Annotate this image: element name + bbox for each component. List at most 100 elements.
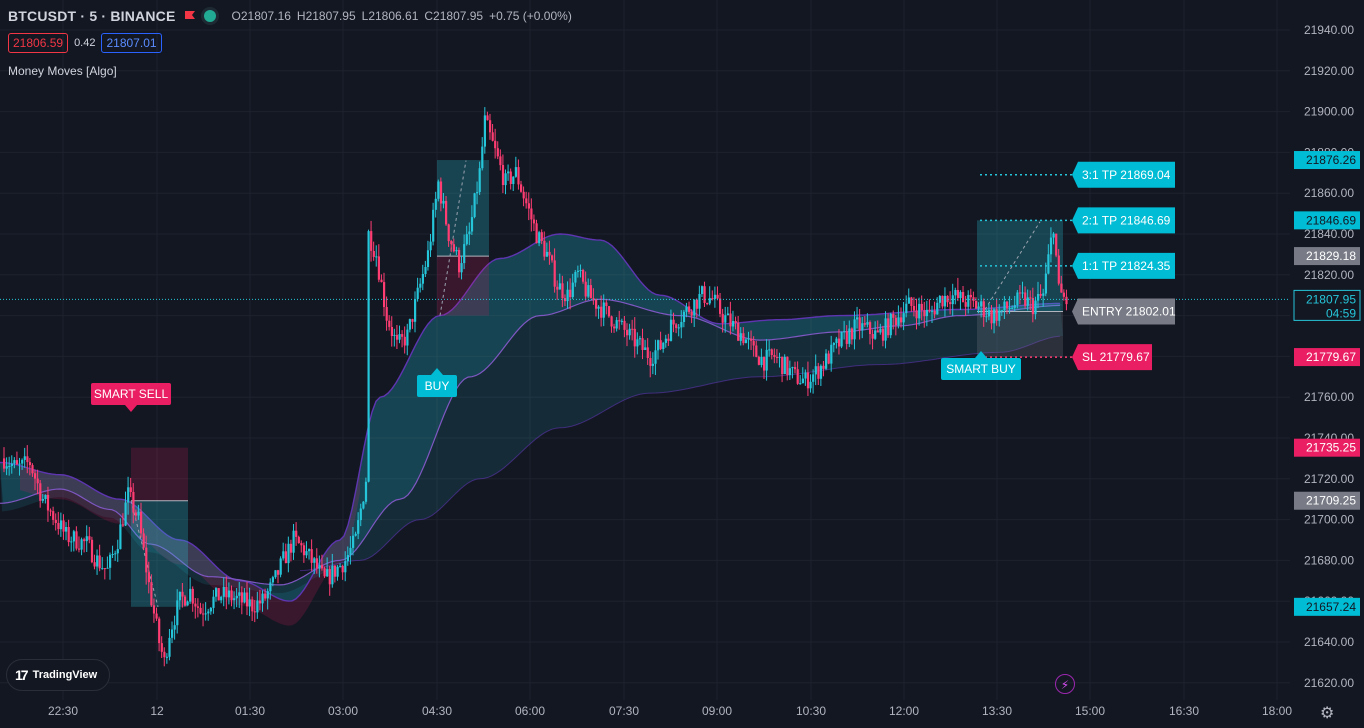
candle-body xyxy=(925,309,928,317)
candle-body xyxy=(465,234,468,245)
symbol-title[interactable]: BTCUSDT · 5 · BINANCE xyxy=(8,8,176,24)
buy-price-button[interactable]: 21807.01 xyxy=(101,33,162,53)
candle-body xyxy=(856,317,859,320)
candle-body xyxy=(119,524,122,550)
candle-body xyxy=(936,302,939,315)
candle-body xyxy=(618,320,621,322)
candle-body xyxy=(685,306,688,312)
candle-body xyxy=(129,487,132,492)
candle-body xyxy=(246,592,249,607)
candle-body xyxy=(10,463,13,466)
candle-body xyxy=(874,330,877,339)
candle-body xyxy=(721,313,724,323)
candle-body xyxy=(532,219,536,224)
candle-body xyxy=(411,319,414,322)
candle-body xyxy=(494,140,497,149)
candle-body xyxy=(910,297,913,306)
sl-label-bg xyxy=(1072,344,1152,371)
candle-body xyxy=(768,349,771,351)
candle-body xyxy=(220,596,223,601)
tp3-label[interactable]: 3:1 TP 21869.04 xyxy=(1072,161,1175,188)
candle-body xyxy=(556,286,559,290)
candle-body xyxy=(1052,233,1055,238)
candle-body xyxy=(579,270,582,271)
smart-sell-signal[interactable]: SMART SELL xyxy=(91,383,171,412)
y-axis-tick-label: 21820.00 xyxy=(1304,268,1354,282)
candle-body xyxy=(879,328,882,333)
candle-body xyxy=(13,460,16,464)
tradingview-badge[interactable]: 17 TradingView xyxy=(6,659,110,691)
candle-body xyxy=(990,310,993,324)
candle-body xyxy=(3,458,6,469)
candle-body xyxy=(959,292,962,298)
candle-body xyxy=(540,232,543,241)
sell-trade-reward-box xyxy=(131,500,188,607)
y-axis-tick-label: 21940.00 xyxy=(1304,23,1354,37)
candle-body xyxy=(954,290,957,296)
lightning-icon[interactable]: ⚡ xyxy=(1055,674,1075,694)
smart-buy-signal[interactable]: SMART BUY xyxy=(941,351,1021,380)
ohlc-values: O21807.16 H21807.95 L21806.61 C21807.95 … xyxy=(232,9,572,23)
candle-body xyxy=(1008,308,1011,310)
candle-body xyxy=(121,524,125,526)
candle-body xyxy=(372,251,375,257)
tp1-label[interactable]: 1:1 TP 21824.35 xyxy=(1072,252,1175,279)
indicator-legend[interactable]: Money Moves [Algo] xyxy=(8,64,117,78)
candle-body xyxy=(509,171,512,184)
candle-body xyxy=(359,508,362,521)
price-tag-tp2: 21846.69 xyxy=(1306,213,1356,227)
entry-label[interactable]: ENTRY 21802.01 xyxy=(1072,298,1176,325)
price-tag-last-border xyxy=(1293,289,1361,321)
current-trend-dashed xyxy=(984,221,1041,310)
candle-body xyxy=(894,317,897,326)
price-tag-last-countdown: 04:59 xyxy=(1326,306,1356,320)
candle-body xyxy=(447,224,450,242)
buy-signal[interactable]: BUY xyxy=(417,368,457,397)
tp2-label[interactable]: 2:1 TP 21846.69 xyxy=(1072,207,1175,234)
candle-body xyxy=(277,570,280,575)
candle-body xyxy=(716,294,719,299)
candle-body xyxy=(931,310,934,312)
candle-body xyxy=(765,349,768,371)
candle-body xyxy=(375,256,378,258)
settings-gear-icon[interactable]: ⚙ xyxy=(1320,705,1335,722)
x-axis-tick-label: 01:30 xyxy=(235,704,265,718)
candle-body xyxy=(1006,301,1009,309)
price-tag-level-a-bg xyxy=(1294,438,1360,457)
trend-cloud-outer xyxy=(0,234,1063,602)
candle-body xyxy=(199,607,202,614)
candle-body xyxy=(1057,255,1060,284)
x-axis-tick-label: 03:00 xyxy=(328,704,358,718)
candle-body xyxy=(109,554,112,568)
candle-body xyxy=(349,547,352,556)
candle-body xyxy=(985,316,988,318)
high-value: H21807.95 xyxy=(296,9,356,23)
tp1-label-text: 1:1 TP 21824.35 xyxy=(1082,259,1171,273)
candle-body xyxy=(1044,273,1047,294)
flag-icon[interactable] xyxy=(184,10,196,22)
candle-body xyxy=(408,319,411,330)
candle-body xyxy=(623,320,626,330)
candle-body xyxy=(734,321,737,323)
candle-body xyxy=(227,590,231,598)
candle-body xyxy=(866,322,869,325)
candle-body xyxy=(315,558,318,569)
candle-body xyxy=(504,173,507,186)
candle-body xyxy=(861,323,864,331)
candle-body xyxy=(884,318,887,341)
sell-price-button[interactable]: 21806.59 xyxy=(8,33,69,53)
chart-header: BTCUSDT · 5 · BINANCE O21807.16 H21807.9… xyxy=(8,8,572,24)
bid-ask-panel: 21806.59 0.42 21807.01 xyxy=(8,33,162,53)
candle-body xyxy=(719,298,722,314)
candle-body xyxy=(429,241,432,251)
candle-body xyxy=(675,324,678,329)
candle-body xyxy=(799,383,802,385)
candle-body xyxy=(641,338,644,350)
sl-label[interactable]: SL 21779.67 xyxy=(1072,344,1152,371)
candle-body xyxy=(354,533,357,536)
candle-body xyxy=(747,338,750,340)
price-tag-tp1-bg xyxy=(1294,247,1360,266)
status-dot-icon xyxy=(203,10,216,22)
candle-body xyxy=(1065,296,1068,305)
